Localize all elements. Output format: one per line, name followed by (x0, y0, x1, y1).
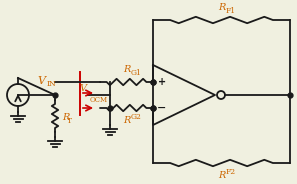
Text: R: R (218, 171, 225, 180)
Text: IN: IN (47, 80, 57, 88)
Text: V: V (79, 84, 86, 93)
Text: T: T (67, 117, 72, 125)
Text: R: R (218, 3, 225, 12)
Text: R: R (123, 65, 130, 74)
Text: G1: G1 (130, 69, 141, 77)
Text: R: R (62, 114, 69, 123)
Text: G2: G2 (130, 113, 141, 121)
Text: F1: F1 (225, 7, 236, 15)
Text: V: V (37, 76, 45, 86)
Text: OCM: OCM (90, 96, 108, 104)
Text: F2: F2 (225, 168, 236, 176)
Text: R: R (123, 116, 130, 125)
Text: +: + (158, 77, 166, 87)
Text: −: − (157, 103, 167, 113)
